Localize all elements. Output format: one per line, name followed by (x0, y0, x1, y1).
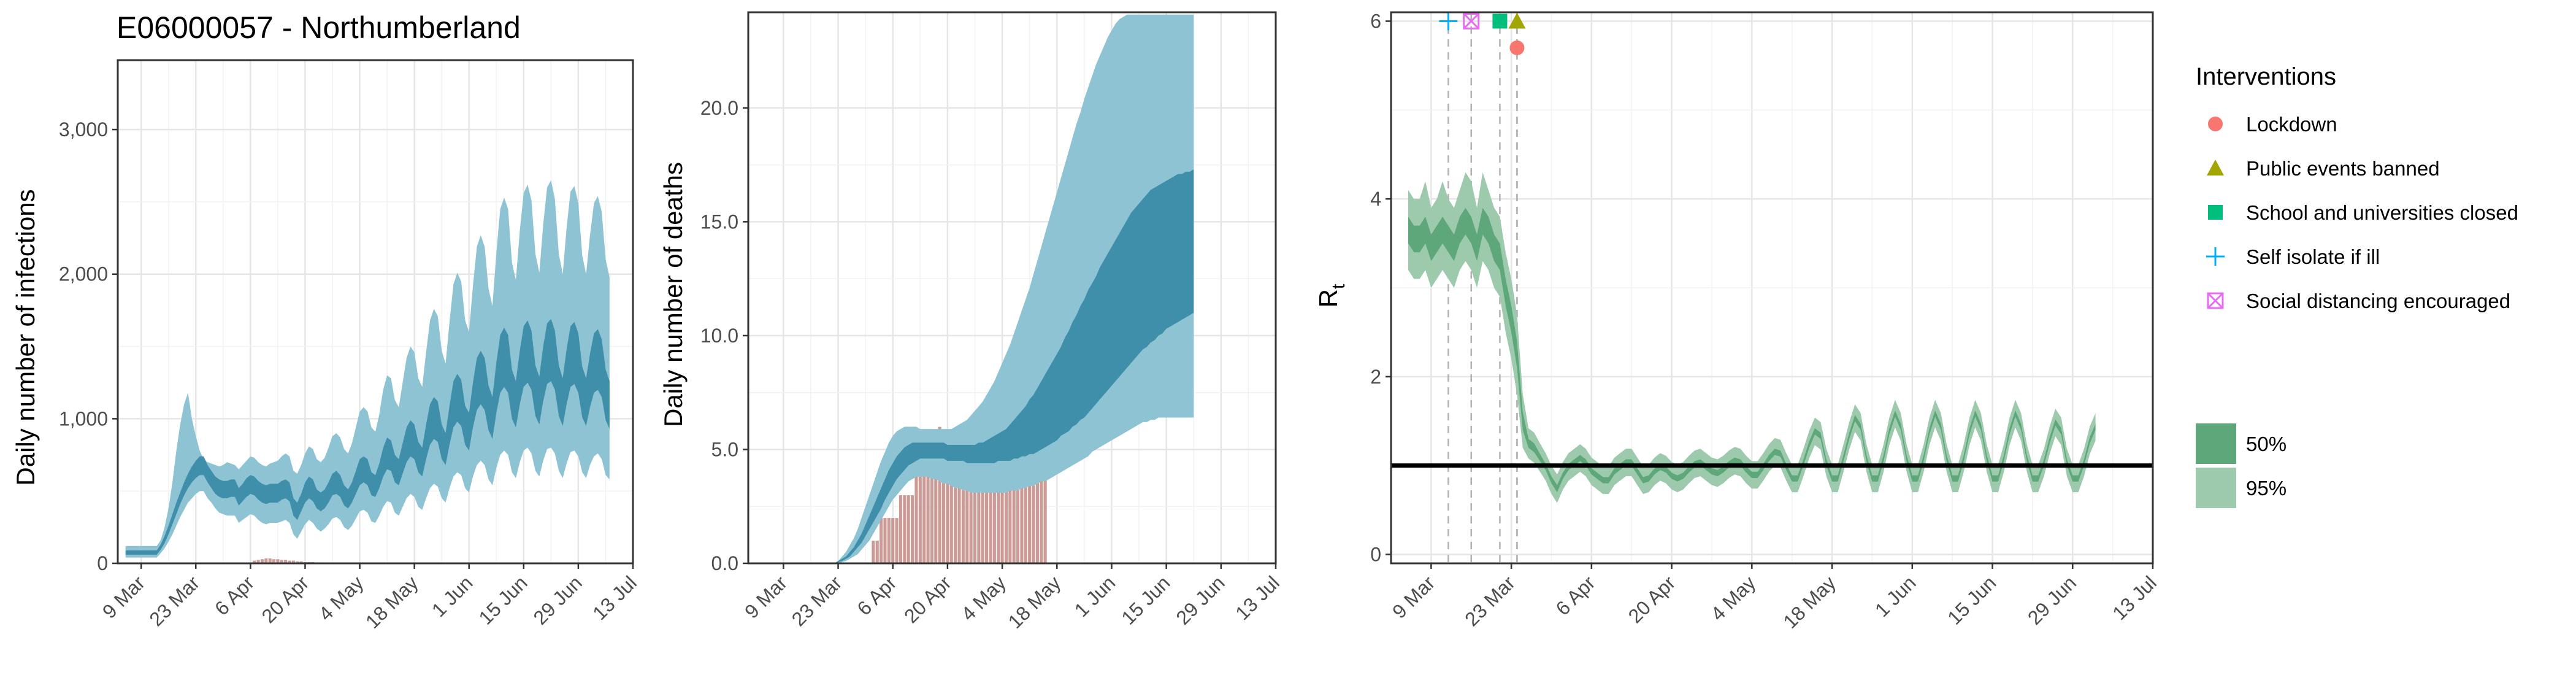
legend-band-swatch (2196, 468, 2236, 508)
band-50 (125, 318, 610, 555)
band-95-infections (125, 180, 610, 558)
band-50-infections (125, 318, 610, 555)
band-50 (1408, 207, 2096, 493)
legend-key-plus (2206, 247, 2225, 266)
band-50 (767, 169, 1194, 563)
intervention-markers (1439, 12, 1526, 55)
marker-plus (1439, 12, 1458, 31)
legend-band-swatch (2196, 423, 2236, 464)
data-bar (918, 472, 922, 564)
legend: Interventions Lockdown Public events bann… (2196, 63, 2518, 508)
legend-band-label: 50% (2246, 433, 2287, 455)
data-bar (891, 517, 895, 564)
data-bar (887, 517, 891, 564)
data-bar (914, 472, 919, 564)
data-bar (1035, 472, 1040, 564)
reported-deaths-bars (871, 426, 1048, 564)
y-axis-label-deaths: Daily number of deaths (659, 162, 688, 427)
y-tick-label: 15.0 (700, 210, 738, 233)
data-bar (907, 495, 911, 564)
legend-bands: 50% 95% (2196, 423, 2287, 508)
y-ticks-deaths: 0.0 5.0 10.0 15.0 20.0 (700, 97, 748, 574)
y-tick-label: 0.0 (711, 552, 738, 574)
band-95 (1408, 172, 2096, 503)
legend-item-label: Public events banned (2246, 157, 2440, 180)
y-tick-label: 6 (1370, 10, 1381, 32)
data-bar (871, 540, 876, 564)
y-tick-label: 4 (1370, 188, 1381, 210)
data-bar (926, 472, 930, 564)
data-bar (883, 517, 887, 564)
plot-border-deaths (747, 11, 1277, 565)
data-bar (875, 540, 880, 564)
data-bar (894, 517, 899, 564)
band-95-rt (1408, 172, 2096, 503)
data-bar (902, 495, 907, 564)
legend-key-circle (2208, 117, 2223, 131)
y-axis-label-infections: Daily number of infections (11, 189, 40, 485)
data-bar (930, 472, 934, 564)
band-95 (767, 14, 1194, 563)
data-bar (910, 495, 914, 564)
y-ticks-rt: 0 2 4 6 (1370, 10, 1391, 566)
legend-interventions: Lockdown Public events banned School and u… (2206, 113, 2518, 312)
legend-key-boxed-x (2207, 292, 2224, 309)
y-tick-label: 3,000 (59, 118, 108, 141)
y-tick-label: 20.0 (700, 97, 738, 119)
legend-key-triangle (2207, 160, 2224, 176)
legend-item-label: Social distancing encouraged (2246, 290, 2510, 312)
plot-border-infections (117, 59, 634, 565)
y-tick-label: 2 (1370, 366, 1381, 388)
y-tick-label: 0 (1370, 544, 1381, 566)
y-tick-label: 0 (97, 552, 108, 574)
plot-border-rt (1390, 11, 2154, 565)
band-50-rt (1408, 207, 2096, 493)
data-bar (899, 495, 903, 564)
legend-key-square (2208, 205, 2223, 220)
rt-label-sub: t (1328, 284, 1349, 289)
y-tick-label: 5.0 (711, 438, 738, 460)
band-95-deaths (767, 14, 1194, 563)
data-bar (945, 472, 950, 564)
marker-square (1492, 14, 1508, 29)
y-ticks-infections: 0 1,000 2,000 3,000 (59, 118, 118, 574)
marker-triangle (1508, 12, 1526, 29)
data-bar (879, 517, 883, 564)
y-tick-label: 10.0 (700, 325, 738, 347)
band-50-deaths (767, 169, 1194, 563)
y-tick-label: 1,000 (59, 407, 108, 430)
rt-label-main: R (1314, 289, 1343, 307)
band-95 (125, 180, 610, 558)
legend-title: Interventions (2196, 63, 2336, 90)
legend-item-label: School and universities closed (2246, 201, 2518, 224)
data-bar (922, 472, 926, 564)
marker-boxed-x (1463, 12, 1480, 29)
y-axis-label-rt: Rt (1314, 284, 1349, 307)
legend-item-label: Self isolate if ill (2246, 245, 2380, 268)
marker-circle (1509, 40, 1525, 55)
legend-band-label: 95% (2246, 477, 2287, 500)
legend-item-label: Lockdown (2246, 113, 2337, 136)
panel-title: E06000057 - Northumberland (117, 10, 521, 45)
y-tick-label: 2,000 (59, 263, 108, 285)
